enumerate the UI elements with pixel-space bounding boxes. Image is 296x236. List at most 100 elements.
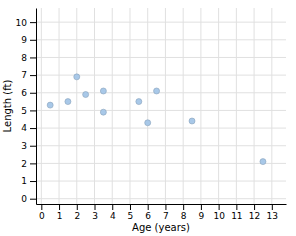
x-tick: 12 [249, 204, 260, 221]
x-tick-mark [165, 204, 166, 210]
y-tick-mark [30, 146, 36, 147]
x-tick: 1 [57, 204, 63, 221]
x-tick-label: 10 [213, 211, 225, 221]
y-tick-label: 3 [21, 141, 27, 151]
x-tick-label: 6 [145, 211, 151, 221]
y-tick-label: 7 [21, 70, 27, 80]
grid-line-y [36, 110, 286, 111]
grid-line-x [94, 8, 95, 204]
y-tick: 2 [21, 159, 36, 169]
y-tick: 1 [21, 176, 36, 186]
y-tick: 8 [21, 53, 36, 63]
x-tick-mark [41, 204, 42, 210]
x-tick: 10 [213, 204, 225, 221]
y-tick: 4 [21, 123, 36, 133]
plot: 012345678910111213012345678910 [16, 8, 287, 221]
y-axis-line [36, 9, 37, 205]
x-tick: 5 [128, 204, 134, 221]
grid-line-y [36, 145, 286, 146]
y-tick: 5 [21, 106, 36, 116]
point [47, 102, 53, 108]
x-tick-label: 11 [231, 211, 242, 221]
y-tick-label: 9 [21, 35, 27, 45]
y-tick-mark [30, 93, 36, 94]
point [83, 92, 89, 98]
point [100, 88, 106, 94]
grid-line-x [112, 8, 113, 204]
x-tick: 8 [181, 204, 187, 221]
y-tick-label: 2 [21, 159, 27, 169]
point [74, 74, 80, 80]
x-tick-label: 12 [249, 211, 260, 221]
grid-line-x [218, 8, 219, 204]
x-tick-mark [77, 204, 78, 210]
x-tick-label: 1 [57, 211, 63, 221]
x-tick: 11 [231, 204, 242, 221]
grid-line-y [36, 128, 286, 129]
point [65, 99, 71, 105]
y-tick: 6 [21, 88, 36, 98]
y-tick-mark [30, 75, 36, 76]
grid [36, 8, 286, 204]
grid-line-x [165, 8, 166, 204]
y-axis-label: Length (ft) [2, 80, 13, 133]
y-tick-label: 0 [21, 194, 27, 204]
x-axis: 012345678910111213 [37, 204, 287, 221]
x-tick: 0 [39, 204, 45, 221]
y-tick: 9 [21, 35, 36, 45]
point [100, 109, 106, 115]
x-tick-mark [201, 204, 202, 210]
x-tick-label: 5 [128, 211, 134, 221]
y-tick-label: 5 [21, 106, 27, 116]
x-tick-label: 7 [163, 211, 169, 221]
grid-line-y [36, 92, 286, 93]
y-tick-mark [30, 181, 36, 182]
grid-line-x [271, 8, 272, 204]
y-tick-label: 4 [21, 123, 27, 133]
grid-line-x [236, 8, 237, 204]
y-tick-label: 10 [16, 18, 28, 28]
x-tick-label: 9 [199, 211, 205, 221]
x-axis-line [37, 204, 287, 205]
x-tick-label: 0 [39, 211, 45, 221]
grid-line-x [59, 8, 60, 204]
grid-line-y [36, 75, 286, 76]
y-tick: 7 [21, 70, 36, 80]
point [136, 99, 142, 105]
point [189, 118, 195, 124]
grid-line-y [36, 39, 286, 40]
x-tick-mark [236, 204, 237, 210]
x-tick: 13 [267, 204, 278, 221]
grid-line-x [129, 8, 130, 204]
x-tick: 9 [199, 204, 205, 221]
grid-line-y [36, 163, 286, 164]
y-tick-label: 6 [21, 88, 27, 98]
point [145, 120, 151, 126]
x-tick-label: 3 [92, 211, 98, 221]
y-tick-mark [30, 110, 36, 111]
x-tick-mark [219, 204, 220, 210]
y-tick-mark [30, 199, 36, 200]
x-tick: 4 [110, 204, 116, 221]
y-tick-mark [30, 128, 36, 129]
x-axis-label: Age (years) [132, 222, 190, 233]
point [260, 159, 266, 165]
y-axis: 0 1 2 3 4 5 6 7 8 9 10 [16, 9, 37, 205]
y-tick: 10 [16, 18, 36, 28]
y-tick: 3 [21, 141, 36, 151]
grid-line-x [254, 8, 255, 204]
points [47, 74, 266, 165]
chart: 012345678910111213012345678910Age (years… [0, 0, 296, 236]
y-tick-mark [30, 57, 36, 58]
point [154, 88, 160, 94]
x-tick-mark [254, 204, 255, 210]
x-tick-mark [112, 204, 113, 210]
y-tick-mark [30, 40, 36, 41]
x-tick: 6 [145, 204, 151, 221]
grid-line-x [76, 8, 77, 204]
grid-line-y [36, 181, 286, 182]
x-tick-label: 2 [74, 211, 80, 221]
x-tick-label: 4 [110, 211, 116, 221]
grid-line-x [200, 8, 201, 204]
grid-line-y [36, 57, 286, 58]
